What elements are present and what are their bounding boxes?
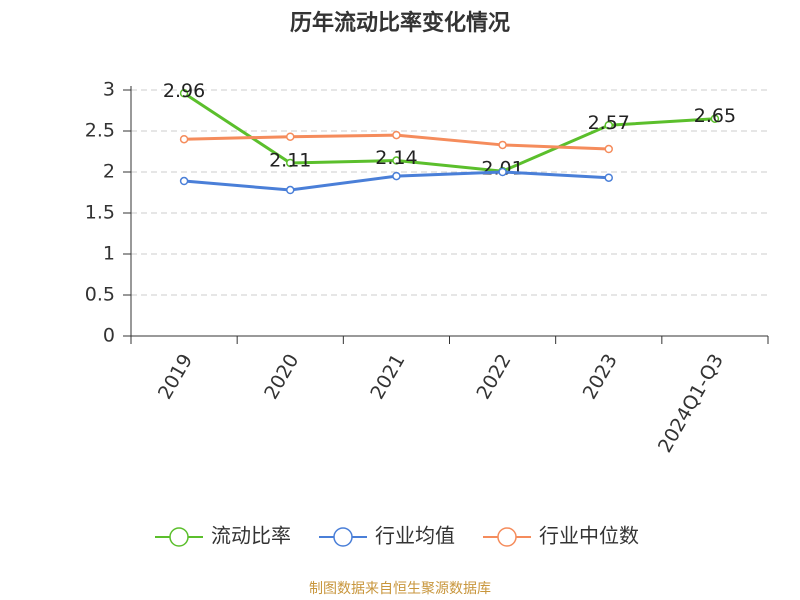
point	[179, 176, 189, 186]
legend-label: 行业中位数	[539, 524, 639, 548]
x-tick-label: 2019	[154, 350, 197, 403]
point	[392, 156, 401, 165]
data-label: 2.11	[269, 149, 311, 171]
data-label: 2.57	[588, 112, 630, 134]
data-label: 2.14	[375, 147, 417, 169]
y-tick-label: 1.5	[85, 202, 115, 224]
point	[286, 158, 295, 168]
y-tick-label: 3	[103, 79, 115, 101]
legend-label: 行业均值	[375, 524, 455, 548]
point	[710, 114, 720, 123]
point	[392, 130, 401, 140]
legend-marker	[497, 527, 517, 547]
point	[604, 144, 613, 154]
x-tick-label: 2024Q1-Q3	[654, 350, 728, 456]
x-tick-label: 2020	[260, 350, 303, 403]
x-tick-label: 2023	[579, 350, 622, 403]
x-tick-label: 2021	[366, 350, 409, 403]
series-line	[183, 92, 716, 173]
point	[179, 134, 189, 144]
point	[604, 121, 613, 130]
y-tick-label: 0.5	[85, 284, 115, 306]
point	[604, 173, 613, 182]
data-label: 2.65	[694, 105, 736, 127]
data-label: 2.96	[163, 80, 205, 102]
x-tick-label: 2022	[472, 350, 515, 403]
legend-marker	[169, 527, 189, 547]
y-tick-label: 2	[103, 161, 115, 183]
y-tick-label: 2.5	[85, 120, 115, 142]
point	[498, 167, 507, 177]
point	[498, 140, 507, 150]
legend-label: 流动比率	[211, 524, 291, 548]
y-tick-label: 1	[103, 243, 115, 265]
point	[286, 185, 295, 195]
chart-title: 历年流动比率变化情况	[290, 10, 510, 36]
point	[392, 171, 401, 181]
y-tick-label: 0	[103, 325, 115, 347]
point	[286, 132, 295, 141]
point	[179, 89, 189, 98]
source-note: 制图数据来自恒生聚源数据库	[309, 581, 491, 597]
legend-marker	[333, 527, 353, 547]
